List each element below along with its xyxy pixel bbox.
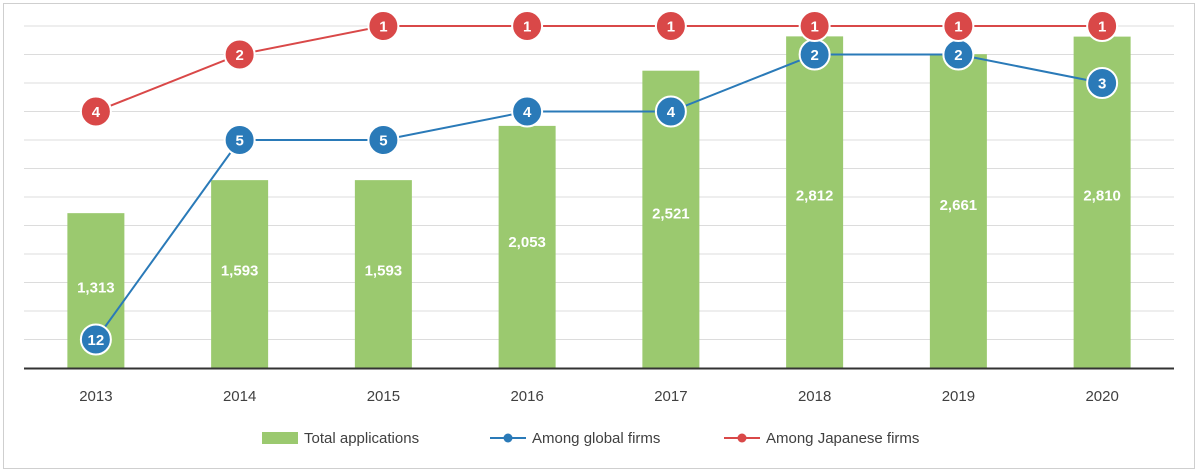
series-marker (942, 10, 975, 42)
marker-label: 4 (667, 104, 676, 121)
series-marker (223, 124, 256, 156)
marker-label: 1 (667, 19, 675, 36)
legend-item-total-applications: Total applications (262, 430, 419, 447)
marker-label: 5 (235, 133, 243, 150)
bar (786, 36, 844, 368)
series-marker (223, 38, 256, 71)
marker-label: 2 (954, 47, 962, 64)
series-marker (654, 10, 687, 42)
bar-data-label: 2,661 (940, 197, 978, 214)
bar-data-label: 1,593 (221, 262, 259, 279)
legend-marker (737, 433, 747, 443)
series-line (95, 53, 1103, 341)
marker-label: 1 (954, 19, 962, 36)
legend-item-global-firms: Among global firms (490, 430, 660, 447)
bar (498, 125, 556, 368)
x-tick-label: 2016 (510, 388, 543, 405)
x-tick-label: 2013 (79, 388, 112, 405)
series-line (95, 25, 1103, 113)
series-marker (511, 95, 544, 128)
bar-data-label: 2,053 (508, 234, 546, 251)
series-marker (654, 95, 687, 128)
bars: 1,313 1,593 1,593 2,053 2,521 2,812 2,661 2,810 (67, 36, 1131, 368)
legend-label: Among global firms (532, 430, 660, 447)
marker-label: 3 (1098, 76, 1106, 93)
chart-frame: 1,313 1,593 1,593 2,053 2,521 2,812 2,661 2,810… (3, 3, 1195, 469)
series-lines: 12 5 5 4 4 2 2 3 4 2 1 1 1 1 1 1 (79, 10, 1119, 356)
marker-label: 1 (810, 19, 818, 36)
bar-data-label: 2,521 (652, 205, 690, 222)
legend-label: Total applications (304, 430, 419, 447)
marker-label: 12 (88, 332, 105, 349)
gridlines (24, 25, 1174, 340)
series-marker (79, 323, 112, 356)
bar-data-label: 2,812 (796, 188, 834, 205)
marker-label: 4 (523, 104, 532, 121)
legend-item-japanese-firms: Among Japanese firms (724, 430, 919, 447)
x-tick-label: 2017 (654, 388, 687, 405)
legend-marker (503, 433, 513, 443)
bar (354, 180, 412, 368)
series-marker (367, 10, 400, 42)
series-marker (79, 95, 112, 128)
marker-label: 2 (810, 47, 818, 64)
x-tick-label: 2019 (942, 388, 975, 405)
series-marker (1086, 67, 1119, 99)
series-marker (367, 124, 400, 156)
series-japanese-firms: 4 2 1 1 1 1 1 1 (79, 10, 1119, 128)
marker-label: 4 (92, 104, 101, 121)
marker-label: 1 (1098, 19, 1106, 36)
x-tick-labels: 2013 2014 2015 2016 2017 2018 2019 2020 (79, 388, 1119, 405)
legend-label: Among Japanese firms (766, 430, 919, 447)
bar-data-label: 1,313 (77, 279, 115, 296)
marker-label: 2 (235, 47, 243, 64)
series-global-firms: 12 5 5 4 4 2 2 3 (79, 38, 1119, 356)
marker-label: 1 (379, 19, 387, 36)
x-tick-label: 2015 (367, 388, 400, 405)
marker-label: 1 (523, 19, 531, 36)
series-marker (511, 10, 544, 42)
bar (929, 54, 987, 368)
bar-data-label: 1,593 (365, 262, 403, 279)
legend-swatch (262, 432, 298, 444)
bar (211, 180, 269, 368)
series-marker (798, 10, 831, 42)
chart-svg: 1,313 1,593 1,593 2,053 2,521 2,812 2,661 2,810… (24, 10, 1174, 447)
x-tick-label: 2018 (798, 388, 831, 405)
x-tick-label: 2020 (1085, 388, 1118, 405)
x-tick-label: 2014 (223, 388, 256, 405)
marker-label: 5 (379, 133, 387, 150)
series-marker (1086, 10, 1119, 42)
legend: Total applications Among global firms Amon… (262, 430, 919, 447)
bar-data-label: 2,810 (1083, 188, 1121, 205)
